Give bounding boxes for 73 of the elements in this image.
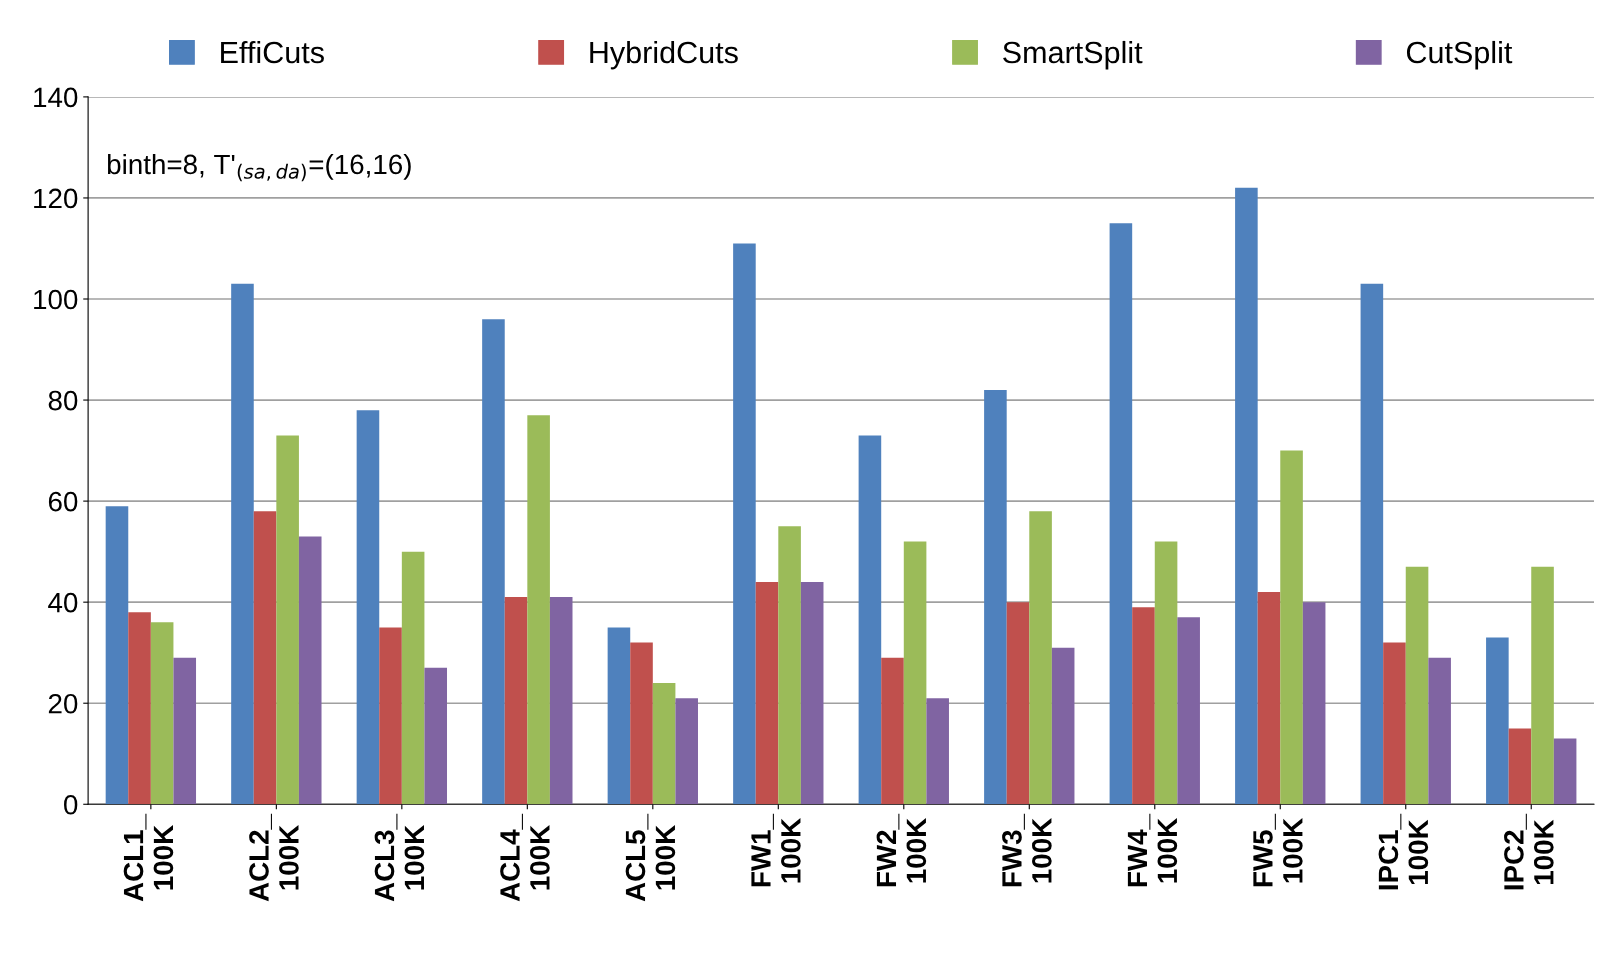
bar — [858, 435, 882, 805]
bar — [1280, 450, 1303, 805]
bar — [630, 642, 653, 805]
bar — [1302, 602, 1326, 805]
x-tick-label: FW2_ 100K — [876, 813, 927, 887]
y-tick-label: 140 — [34, 87, 78, 108]
y-tick-label: 120 — [34, 188, 78, 209]
bar — [778, 526, 801, 805]
legend-label: HybridCuts — [590, 40, 738, 70]
bar — [1383, 642, 1406, 805]
x-tick-label: IPC2_ 100K — [1504, 813, 1554, 890]
bar — [401, 551, 425, 805]
bar — [984, 389, 1007, 805]
bar — [424, 667, 448, 805]
bar — [1257, 592, 1281, 805]
y-tick-label: 80 — [48, 390, 78, 411]
bar — [356, 410, 380, 805]
bar — [675, 698, 698, 805]
bar — [1109, 223, 1133, 805]
x-tick-label: FW3_ 100K — [1002, 813, 1052, 887]
bar — [1405, 566, 1429, 805]
legend-label: EffiCuts — [221, 40, 324, 64]
bar — [1553, 738, 1577, 805]
x-tick-label: ACL3_ 100K — [374, 813, 425, 902]
bar — [150, 622, 174, 805]
bar — [1006, 602, 1030, 805]
bar — [1428, 657, 1451, 805]
bar — [800, 581, 824, 805]
legend-label: SmartSplit — [1003, 40, 1143, 70]
x-tick-label: ACL1_ 100K — [123, 813, 174, 902]
bar — [881, 657, 904, 805]
bar — [549, 597, 573, 805]
bar — [607, 627, 631, 805]
bar — [1029, 511, 1052, 805]
bar — [1360, 283, 1384, 805]
bar — [733, 243, 756, 805]
y-tick-label: 40 — [48, 592, 78, 613]
bar — [1486, 637, 1509, 805]
bar — [1235, 187, 1258, 805]
bar — [903, 541, 927, 805]
bar — [652, 683, 676, 805]
bar — [527, 415, 550, 805]
bar — [173, 657, 197, 805]
bar — [253, 511, 277, 805]
bar — [379, 627, 402, 805]
bar — [926, 698, 949, 805]
bar — [482, 319, 505, 805]
bar — [1051, 647, 1075, 805]
y-tick-label: 0 — [64, 794, 78, 815]
x-tick-label: ACL4_ 100K — [500, 813, 550, 902]
x-tick-label: ACL5_ 100K — [625, 813, 676, 902]
legend-label: CutSplit — [1406, 40, 1513, 70]
x-tick-label: FW5_ 100K — [1253, 813, 1303, 887]
bar — [1154, 541, 1178, 805]
bar — [755, 581, 779, 805]
bar — [105, 506, 129, 805]
bar — [1531, 566, 1554, 805]
annotation: binth=8, T'$_{(sa,da)}$=(16,16) — [107, 153, 411, 182]
bar — [1132, 607, 1155, 805]
x-tick-label: ACL2_ 100K — [249, 813, 299, 902]
x-tick-label: IPC1_ 100K — [1378, 813, 1429, 890]
y-tick-label: 20 — [48, 693, 78, 714]
bar — [504, 597, 528, 805]
bar — [1177, 617, 1200, 805]
y-tick-label: 60 — [48, 491, 78, 512]
bar — [298, 536, 322, 805]
x-tick-label: FW1_ 100K — [751, 813, 801, 887]
bar — [128, 612, 151, 805]
bar — [276, 435, 299, 805]
x-tick-label: FW4_ 100K — [1127, 813, 1178, 887]
y-tick-label: 100 — [34, 289, 78, 310]
bar — [231, 283, 254, 805]
bar — [1508, 728, 1532, 805]
